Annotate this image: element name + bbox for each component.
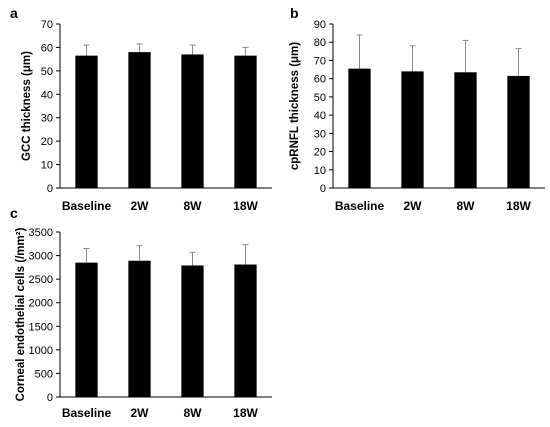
y-tick-label-a: 10	[41, 160, 53, 172]
bar-c	[234, 264, 257, 397]
bar-c	[181, 265, 204, 397]
y-tick-label-b: 90	[314, 19, 326, 31]
y-tick-label-c: 2500	[29, 274, 53, 286]
y-tick-label-a: 0	[47, 183, 53, 195]
y-tick-label-c: 1000	[29, 345, 53, 357]
bar-b	[348, 68, 371, 188]
y-tick-label-b: 40	[314, 110, 326, 122]
y-tick-label-c: 1500	[29, 321, 53, 333]
bar-b	[507, 75, 530, 188]
y-tick-label-a: 40	[41, 89, 53, 101]
category-label-b: 18W	[506, 199, 531, 213]
y-tick-label-b: 10	[314, 165, 326, 177]
bar-c	[128, 260, 151, 397]
category-label-b: 2W	[404, 199, 423, 213]
category-label-c: 2W	[131, 406, 150, 420]
category-label-c: 18W	[233, 406, 258, 420]
category-label-c: Baseline	[62, 406, 112, 420]
category-label-b: 8W	[457, 199, 476, 213]
category-label-b: Baseline	[335, 199, 385, 213]
category-label-a: 8W	[184, 199, 203, 213]
bar-c	[75, 262, 98, 397]
category-label-a: 2W	[131, 199, 150, 213]
y-tick-label-b: 0	[320, 183, 326, 195]
y-tick-label-b: 80	[314, 37, 326, 49]
category-label-a: 18W	[233, 199, 258, 213]
y-axis-label-a: GCC thickness (μm)	[21, 51, 33, 161]
bar-a	[181, 54, 204, 189]
bar-b	[401, 71, 424, 188]
bar-a	[128, 52, 151, 188]
category-label-a: Baseline	[62, 199, 112, 213]
y-tick-label-a: 50	[41, 66, 53, 78]
y-tick-label-b: 20	[314, 147, 326, 159]
panel-letter-b: b	[290, 5, 299, 21]
bar-a	[234, 55, 257, 188]
y-tick-label-c: 500	[35, 368, 53, 380]
y-tick-label-c: 2000	[29, 298, 53, 310]
y-tick-label-c: 0	[47, 392, 53, 404]
panel-letter-a: a	[10, 5, 18, 21]
y-axis-label-b: cpRNFL thickness (μm)	[289, 42, 301, 170]
y-tick-label-a: 20	[41, 136, 53, 148]
y-tick-label-c: 3000	[29, 251, 53, 263]
y-tick-label-b: 70	[314, 55, 326, 67]
y-tick-label-a: 30	[41, 113, 53, 125]
category-label-c: 8W	[184, 406, 203, 420]
y-tick-label-b: 50	[314, 92, 326, 104]
y-axis-label-c: Corneal endothelial cells (/mm²)	[15, 227, 27, 401]
bar-a	[75, 55, 98, 188]
bar-b	[454, 72, 477, 188]
y-tick-label-a: 60	[41, 42, 53, 54]
y-tick-label-b: 30	[314, 128, 326, 140]
y-tick-label-c: 3500	[29, 227, 53, 239]
y-tick-label-a: 70	[41, 19, 53, 31]
panel-letter-c: c	[10, 205, 18, 221]
y-tick-label-b: 60	[314, 74, 326, 86]
